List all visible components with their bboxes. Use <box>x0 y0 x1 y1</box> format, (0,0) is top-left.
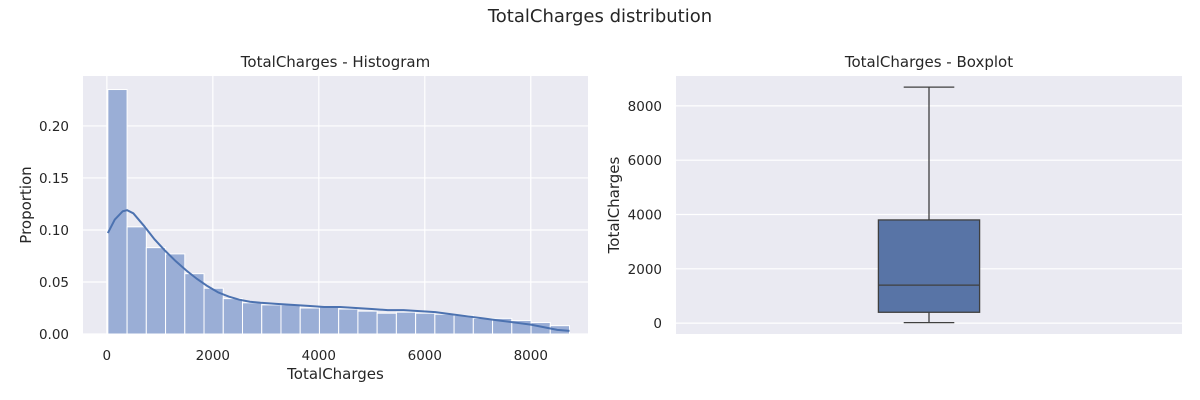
boxplot-panel: 0 2000 4000 6000 8000 TotalCharges - Boxplot… <box>605 53 1182 334</box>
histogram-bar <box>376 312 397 335</box>
histogram-bar <box>395 311 417 335</box>
boxplot-box <box>877 86 981 324</box>
histogram-y-axis-label: Proportion <box>17 166 35 243</box>
histogram-bar <box>318 306 340 335</box>
histogram-y-tick-labels: 0.00 0.05 0.10 0.15 0.20 <box>39 119 69 343</box>
boxplot-y-tick-label: 0 <box>653 316 662 332</box>
boxplot-y-axis-label: TotalCharges <box>605 156 623 254</box>
histogram-y-tick-label: 0.15 <box>39 171 69 187</box>
boxplot-y-tick-label: 2000 <box>628 262 662 278</box>
boxplot-title: TotalCharges - Boxplot <box>844 53 1013 71</box>
histogram-bar <box>453 314 474 335</box>
histogram-bar <box>222 298 244 335</box>
histogram-x-axis-label: TotalCharges <box>286 365 384 383</box>
histogram-bar <box>434 313 455 335</box>
histogram-bar <box>203 287 224 335</box>
histogram-panel: 0 2000 4000 6000 8000 0.00 0.05 0.10 0.15 0.20 T… <box>17 53 588 383</box>
histogram-bar <box>357 310 378 335</box>
histogram-x-tick-label: 0 <box>103 348 112 364</box>
histogram-bar <box>299 307 320 335</box>
histogram-bar <box>338 308 359 335</box>
boxplot-y-tick-labels: 0 2000 4000 6000 8000 <box>628 99 662 332</box>
histogram-bar <box>107 89 128 335</box>
histogram-x-tick-labels: 0 2000 4000 6000 8000 <box>103 348 548 364</box>
histogram-y-tick-label: 0.10 <box>39 223 69 239</box>
histogram-y-tick-label: 0.20 <box>39 119 69 135</box>
histogram-kde-line <box>106 209 570 332</box>
histogram-x-tick-label: 6000 <box>408 348 442 364</box>
histogram-bar <box>280 304 301 335</box>
histogram-bars <box>107 89 571 335</box>
boxplot-iqr-box <box>877 219 981 313</box>
histogram-x-tick-label: 8000 <box>514 348 548 364</box>
boxplot-y-tick-label: 8000 <box>628 99 662 115</box>
histogram-bar <box>145 247 167 335</box>
histogram-bar <box>415 312 436 335</box>
histogram-bar <box>261 304 282 335</box>
histogram-bar <box>126 226 147 335</box>
histogram-y-tick-label: 0.05 <box>39 275 69 291</box>
histogram-title: TotalCharges - Histogram <box>240 53 430 71</box>
histogram-y-tick-label: 0.00 <box>39 327 69 343</box>
histogram-bar <box>242 302 263 335</box>
boxplot-y-tick-label: 6000 <box>628 153 662 169</box>
histogram-bar <box>472 317 494 335</box>
boxplot-y-tick-label: 4000 <box>628 208 662 224</box>
histogram-x-tick-label: 2000 <box>196 348 230 364</box>
histogram-x-tick-label: 4000 <box>302 348 336 364</box>
figure-title: TotalCharges distribution <box>487 6 712 27</box>
